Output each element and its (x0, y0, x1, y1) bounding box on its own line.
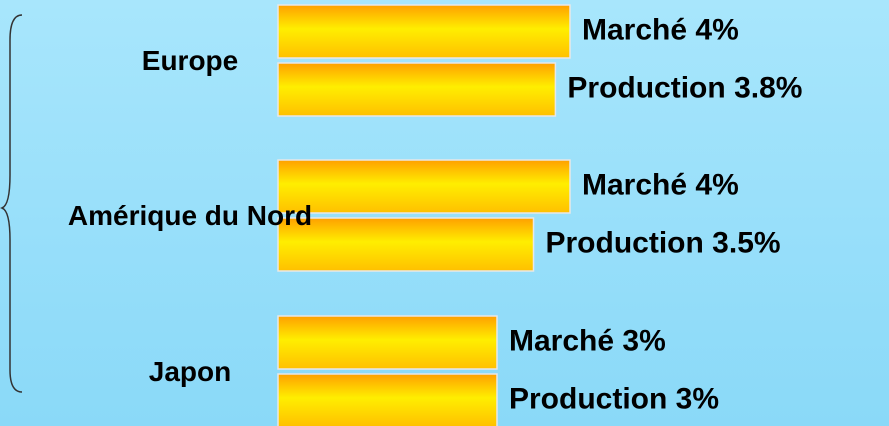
data-label: Marché 3% (509, 324, 666, 357)
data-label: Marché 4% (582, 13, 739, 46)
series-name: Marché (582, 13, 687, 46)
data-label: Production 3% (509, 382, 719, 415)
category-label: Japon (148, 355, 232, 387)
data-label: Production 3.8% (567, 71, 802, 104)
bar (277, 315, 498, 370)
series-name: Production (567, 71, 725, 104)
value-label: 3.5% (712, 226, 780, 259)
data-label: Marché 4% (582, 168, 739, 201)
value-label: 3% (676, 382, 719, 415)
series-name: Marché (582, 168, 687, 201)
brace (0, 14, 23, 393)
value-label: 4% (695, 13, 738, 46)
category-label: Amérique du Nord (67, 199, 313, 231)
bar (277, 62, 557, 117)
bar (277, 373, 498, 426)
value-label: 4% (695, 168, 738, 201)
series-name: Production (546, 226, 704, 259)
series-name: Production (509, 382, 667, 415)
series-name: Marché (509, 324, 614, 357)
value-label: 3% (622, 324, 665, 357)
bar (277, 217, 535, 272)
bar (277, 159, 571, 214)
value-label: 3.8% (734, 71, 802, 104)
category-label: Europe (141, 44, 239, 76)
data-label: Production 3.5% (546, 226, 781, 259)
bar (277, 4, 571, 59)
